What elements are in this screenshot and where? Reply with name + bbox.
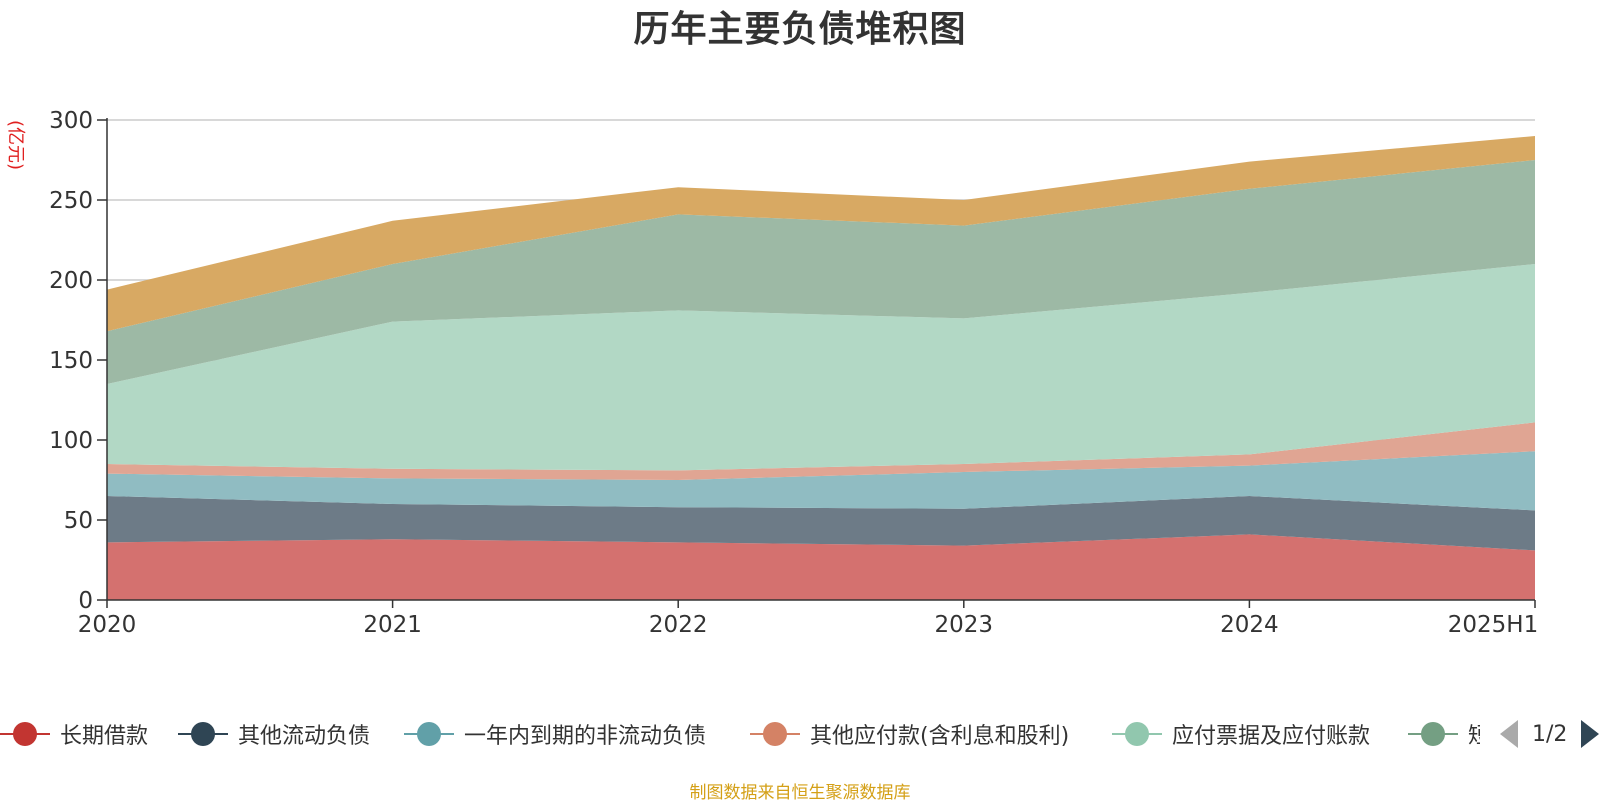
area-series-1 (107, 496, 1535, 551)
x-tick-label: 2022 (649, 612, 708, 638)
legend-marker-icon (1408, 720, 1458, 748)
legend-item[interactable]: 长期借款 (0, 712, 148, 756)
legend-label: 其他应付款(含利息和股利) (810, 724, 1070, 749)
legend-label: 短 (1468, 724, 1480, 749)
legend-items: 长期借款 其他流动负债 一年内到期的非流动负债 其他应付款(含利息和股利) 应付票据及应… (0, 712, 1480, 756)
area-series (107, 136, 1535, 600)
axes: 0 50 100 150 200 250 300 2020 2021 2022 2023 2024 20… (49, 108, 1538, 638)
legend-item[interactable]: 应付票据及应付账款 (1112, 712, 1370, 756)
area-series-5 (107, 160, 1535, 384)
y-tick-label: 0 (78, 588, 93, 614)
y-tick-label: 150 (49, 348, 93, 374)
x-tick-label: 2021 (363, 612, 422, 638)
legend-marker-icon (1112, 720, 1162, 748)
data-source-note: 制图数据来自恒生聚源数据库 (689, 783, 911, 803)
x-tick-label: 2023 (935, 612, 994, 638)
y-tick-label: 300 (49, 108, 93, 134)
y-tick-label: 250 (49, 188, 93, 214)
legend-marker-icon (750, 720, 800, 748)
area-series-3 (107, 422, 1535, 480)
legend: 长期借款 其他流动负债 一年内到期的非流动负债 其他应付款(含利息和股利) 应付票据及应… (0, 712, 1600, 756)
x-tick-label: 2024 (1220, 612, 1279, 638)
y-tick-label: 50 (64, 508, 93, 534)
chart-title: 历年主要负债堆积图 (633, 9, 967, 50)
legend-label: 一年内到期的非流动负债 (464, 724, 707, 749)
legend-prev-page-icon[interactable] (1500, 720, 1518, 748)
legend-marker-icon (0, 720, 50, 748)
legend-item[interactable]: 其他应付款(含利息和股利) (750, 712, 1069, 756)
x-tick-label: 2020 (78, 612, 137, 638)
area-series-4 (107, 264, 1535, 471)
legend-item[interactable]: 其他流动负债 (178, 712, 370, 756)
x-tick-label: 2025H1 (1448, 612, 1538, 638)
legend-page-indicator: 1/2 (1532, 721, 1568, 747)
y-tick-label: 200 (49, 268, 93, 294)
stacked-area-chart: 0 50 100 150 200 250 300 2020 2021 2022 2023 2024 20… (49, 108, 1538, 638)
area-series-6 (107, 136, 1535, 332)
legend-label: 应付票据及应付账款 (1172, 724, 1371, 749)
legend-marker-icon (404, 720, 454, 748)
legend-next-page-icon[interactable] (1581, 720, 1600, 748)
legend-label: 长期借款 (60, 724, 149, 749)
legend-item[interactable]: 一年内到期的非流动负债 (404, 712, 706, 756)
area-series-0 (107, 534, 1535, 600)
legend-label: 其他流动负债 (238, 724, 371, 749)
legend-pager: 1/2 (1500, 712, 1600, 756)
legend-item[interactable]: 短 (1408, 712, 1480, 756)
y-tick-label: 100 (49, 428, 93, 454)
area-series-2 (107, 451, 1535, 511)
legend-marker-icon (178, 720, 228, 748)
